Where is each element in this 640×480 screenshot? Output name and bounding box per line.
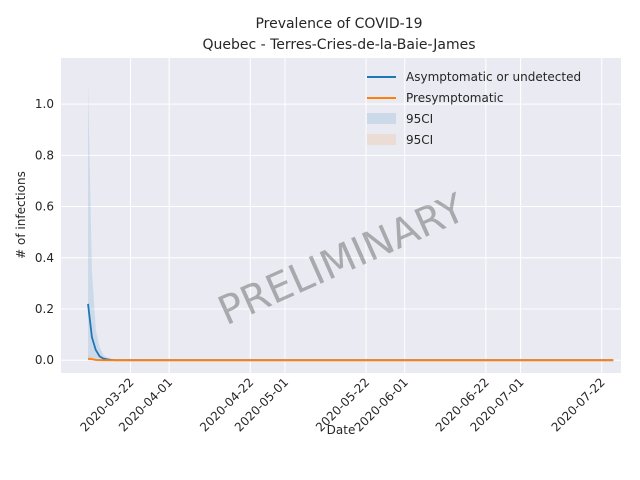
y-tick-label: 0.4 bbox=[35, 251, 54, 265]
legend-label-ci-orange: 95CI bbox=[406, 133, 433, 147]
series-line-1 bbox=[87, 358, 614, 362]
plot-area bbox=[61, 58, 621, 373]
chart-subtitle: Quebec - Terres-Cries-de-la-Baie-James bbox=[202, 37, 475, 53]
legend-label-presymptomatic: Presymptomatic bbox=[406, 91, 503, 105]
legend-swatch-ci-orange bbox=[367, 134, 396, 145]
y-tick-label: 0.8 bbox=[35, 148, 54, 162]
legend-swatch-ci-blue bbox=[367, 113, 396, 124]
y-tick-label: 0.6 bbox=[35, 200, 54, 214]
y-tick-label: 0.2 bbox=[35, 302, 54, 316]
x-tick-label: 2020-07-22 bbox=[549, 375, 608, 434]
y-tick-label: 1.0 bbox=[35, 97, 54, 111]
y-tick-label: 0.0 bbox=[35, 353, 54, 367]
x-axis-label: Date bbox=[327, 423, 356, 437]
chart-title: Prevalence of COVID-19 bbox=[255, 16, 422, 32]
y-axis-label: # of infections bbox=[14, 171, 28, 259]
legend: Asymptomatic or undetected Presymptomati… bbox=[367, 70, 581, 147]
legend-label-asymptomatic: Asymptomatic or undetected bbox=[406, 70, 581, 84]
legend-label-ci-blue: 95CI bbox=[406, 112, 433, 126]
